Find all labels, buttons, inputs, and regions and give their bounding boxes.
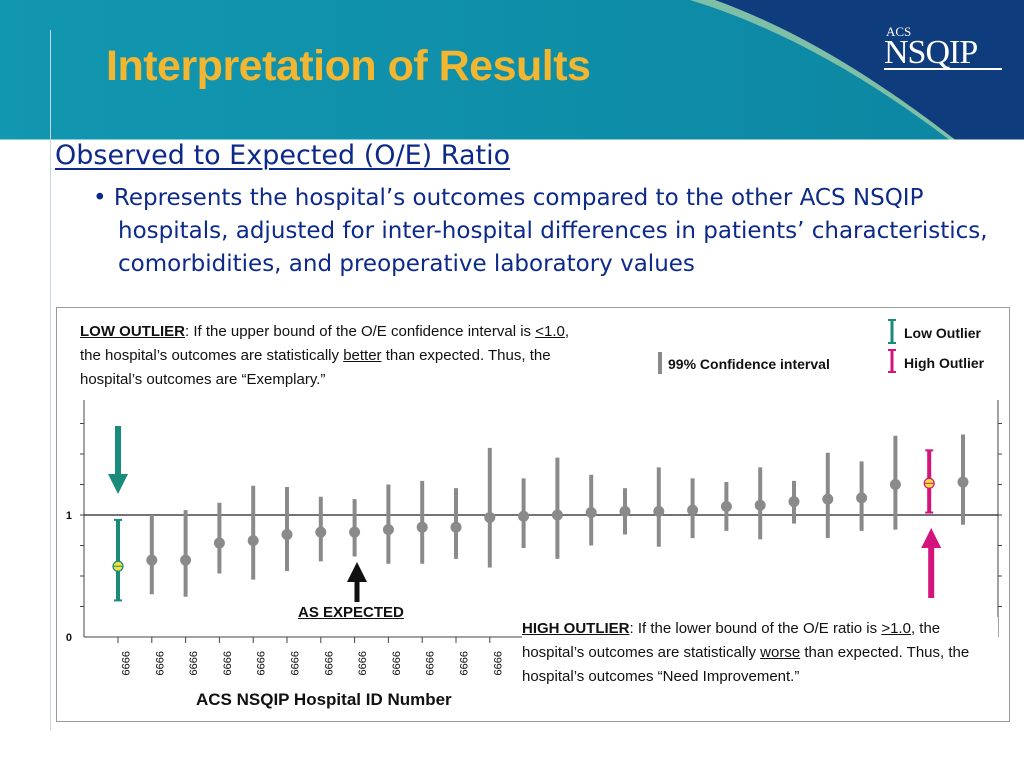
left-guide-line (50, 30, 51, 730)
bullet-point: • Represents the hospital’s outcomes com… (93, 185, 988, 277)
legend-high-label: High Outlier (904, 355, 985, 371)
x-tick-label: 9999 (119, 651, 131, 675)
header-band-graphic (0, 0, 1024, 140)
as-expected-label: AS EXPECTED (298, 604, 404, 621)
header-band (0, 0, 1024, 140)
data-point (450, 521, 462, 533)
x-tick-label: 9999 (220, 651, 232, 675)
high-outlier-emphasis: worse (760, 644, 801, 661)
bullet-text: Represents the hospital’s outcomes compa… (113, 185, 988, 277)
data-point (281, 529, 293, 541)
data-point (653, 505, 665, 517)
data-point (889, 479, 901, 490)
x-tick-label: 9999 (153, 651, 165, 675)
x-tick-label: 9999 (423, 651, 435, 675)
data-point (484, 511, 496, 523)
data-point (585, 507, 597, 519)
data-point (315, 526, 327, 538)
logo-acs-text: ACS (886, 24, 912, 39)
low-outlier-arrow-head (108, 474, 128, 494)
legend-low-label: Low Outlier (904, 325, 981, 341)
high-outlier-text-1: : If the lower bound of the O/E ratio is (629, 620, 882, 637)
data-point (551, 509, 563, 521)
data-point (146, 554, 158, 566)
x-tick-label: 9999 (356, 651, 368, 675)
data-point (788, 496, 800, 508)
data-point (247, 535, 259, 547)
high-outlier-threshold: >1.0 (881, 620, 911, 637)
data-point (213, 537, 225, 549)
data-point (822, 493, 834, 505)
x-tick-label: 9999 (491, 651, 503, 675)
as-expected-arrow-head (347, 562, 367, 582)
high-outlier-heading: HIGH OUTLIER (522, 620, 630, 637)
data-point (180, 554, 192, 566)
low-outlier-text-1: : If the upper bound of the O/E confiden… (185, 323, 536, 340)
logo-underline (884, 68, 1002, 70)
high-outlier-text-2: , the hospital’s outcomes are statistica… (522, 620, 941, 661)
section-subtitle: Observed to Expected (O/E) Ratio (55, 140, 511, 171)
data-point (720, 500, 732, 512)
data-point (754, 499, 766, 511)
high-outlier-text-3: than expected. Thus, the hospital’s outc… (522, 644, 970, 685)
x-tick-label: 9999 (322, 651, 334, 675)
page-title: Interpretation of Results (106, 42, 591, 90)
data-point (957, 476, 969, 488)
data-point (382, 524, 394, 536)
low-outlier-text-2: , the hospital’s outcomes are statistica… (80, 323, 570, 364)
data-point (416, 521, 428, 533)
low-outlier-threshold: <1.0 (535, 323, 565, 340)
high-outlier-arrow-head (921, 528, 942, 548)
logo-nsqip-text: NSQIP (884, 34, 978, 71)
x-axis-title: ACS NSQIP Hospital ID Number (196, 690, 452, 709)
data-point (687, 504, 699, 516)
low-outlier-text-3: than expected. Thus, the hospital’s outc… (80, 347, 551, 388)
data-point (856, 492, 868, 504)
x-tick-label: 9999 (254, 651, 266, 675)
data-point (518, 510, 530, 522)
high-outlier-callout: HIGH OUTLIER: If the lower bound of the … (522, 617, 998, 689)
x-tick-label: 9999 (187, 651, 199, 675)
data-point (619, 505, 631, 517)
data-point (349, 526, 361, 538)
acs-nsqip-logo: ACS NSQIP (884, 20, 1004, 76)
low-outlier-emphasis: better (343, 347, 382, 364)
y-tick-label: 1 (66, 510, 72, 522)
x-tick-label: 9999 (288, 651, 300, 675)
x-tick-label: 9999 (389, 651, 401, 675)
y-tick-label: 0 (66, 632, 72, 644)
legend-ci-label: 99% Confidence interval (668, 356, 830, 372)
x-tick-label: 9999 (457, 651, 469, 675)
low-outlier-heading: LOW OUTLIER (80, 323, 185, 340)
low-outlier-callout: LOW OUTLIER: If the upper bound of the O… (80, 320, 570, 392)
